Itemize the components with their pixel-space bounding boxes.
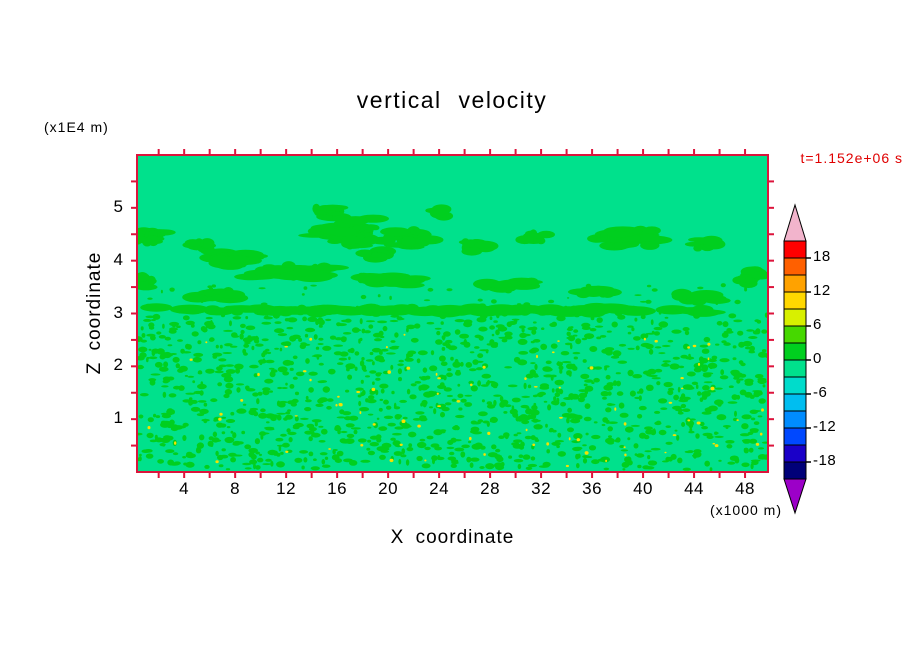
colorbar-label: 0 bbox=[813, 350, 822, 367]
x-tick-label: 32 bbox=[531, 479, 552, 498]
z-tick-label: 1 bbox=[113, 408, 123, 428]
z-axis-unit-label: (x1E4 m) bbox=[44, 119, 109, 135]
x-tick-label: 48 bbox=[735, 479, 755, 498]
colorbar-under-arrow bbox=[783, 478, 807, 515]
axis-ticks bbox=[131, 149, 774, 478]
z-tick-label: 3 bbox=[113, 302, 123, 322]
x-axis-unit-label: (x1000 m) bbox=[709, 502, 782, 518]
time-annotation: t=1.152e+06 s bbox=[800, 150, 903, 166]
z-tick-label: 5 bbox=[113, 196, 123, 216]
colorbar-label: 12 bbox=[813, 282, 831, 299]
x-tick-label: 36 bbox=[582, 479, 603, 498]
x-tick-label: 40 bbox=[633, 479, 654, 498]
x-axis-title: X coordinate bbox=[390, 527, 515, 548]
x-tick-label: 20 bbox=[378, 479, 399, 498]
x-tick-label: 24 bbox=[429, 479, 450, 498]
colorbar-label: 18 bbox=[813, 248, 831, 265]
colorbar-over-arrow bbox=[783, 203, 807, 242]
colorbar bbox=[783, 203, 811, 515]
x-tick-label: 8 bbox=[230, 479, 241, 498]
colorbar-label: -12 bbox=[813, 418, 837, 435]
colorbar-label: -6 bbox=[813, 384, 828, 401]
x-tick-label: 28 bbox=[480, 479, 501, 498]
field-texture bbox=[137, 203, 768, 472]
z-tick-label: 2 bbox=[113, 355, 123, 375]
z-tick-label: 4 bbox=[113, 249, 123, 269]
x-tick-label: 4 bbox=[179, 479, 190, 498]
colorbar-label: 6 bbox=[813, 316, 822, 333]
chart-title: vertical velocity bbox=[356, 87, 548, 113]
x-tick-label: 12 bbox=[276, 479, 297, 498]
x-tick-label: 44 bbox=[684, 479, 705, 498]
colorbar-label: -18 bbox=[813, 452, 837, 469]
x-tick-label: 16 bbox=[327, 479, 348, 498]
